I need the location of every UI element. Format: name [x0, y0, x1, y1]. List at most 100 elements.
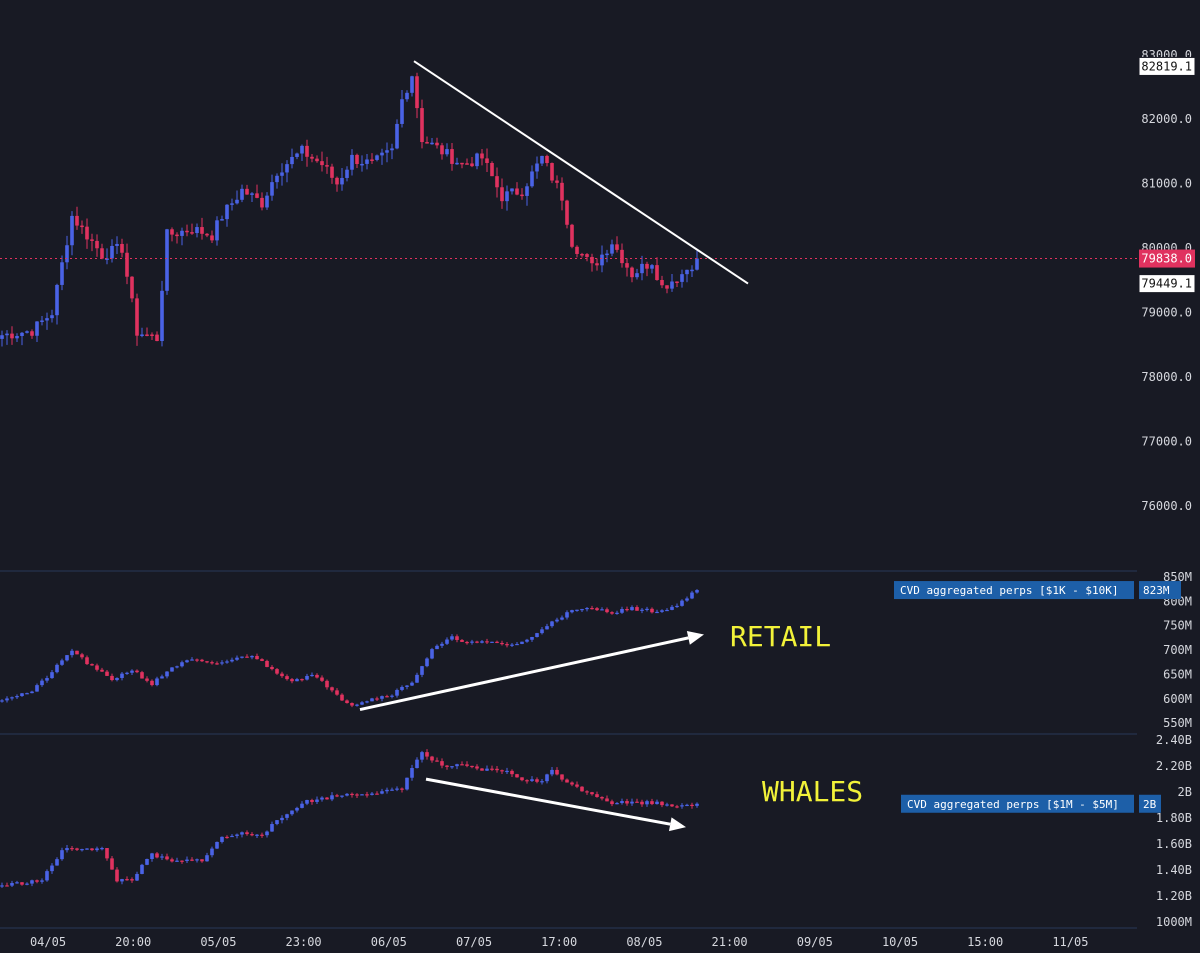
price-candle [640, 263, 644, 274]
price-candle [530, 171, 534, 187]
price-candle [380, 152, 384, 156]
retail-cvd-candle [285, 676, 289, 680]
whale-cvd-candle [325, 797, 329, 800]
retail-cvd-candle [390, 695, 394, 697]
price-candle [285, 164, 289, 173]
price-candle [550, 163, 554, 181]
time-axis-tick: 04/05 [30, 935, 66, 949]
price-candle [190, 232, 194, 234]
retail-cvd-candle [460, 639, 464, 642]
price-y-tick: 81000.0 [1141, 177, 1192, 191]
price-candle [310, 156, 314, 159]
whale-cvd-candle [360, 794, 364, 796]
whale-cvd-candle [600, 796, 604, 799]
price-candle [545, 155, 549, 164]
price-candle [305, 145, 309, 157]
retail-cvd-candle [215, 663, 219, 665]
price-candle [580, 253, 584, 256]
whale-cvd-candle [630, 801, 634, 804]
whale-cvd-candle [670, 804, 674, 807]
retail-cvd-candle [115, 677, 119, 681]
whale-cvd-candle [445, 765, 449, 767]
price-candle [330, 166, 334, 178]
price-candle [265, 195, 269, 208]
whale-cvd-candle [235, 834, 239, 836]
retail-cvd-candle [525, 639, 529, 642]
price-candle [215, 220, 219, 241]
retail-cvd-value: 823M [1143, 584, 1170, 597]
retail-cvd-candle [50, 672, 54, 679]
price-candle [30, 331, 34, 336]
price-candle [420, 108, 424, 143]
whale-cvd-candle [370, 793, 374, 795]
price-candle [165, 229, 169, 291]
retail-cvd-candle [395, 689, 399, 696]
whale-cvd-candle [155, 853, 159, 858]
price-candle [350, 154, 354, 170]
retail-cvd-candle [20, 693, 24, 697]
price-candle [405, 92, 409, 100]
whale-cvd-candle [335, 795, 339, 797]
whale-cvd-candle [250, 834, 254, 836]
whale-cvd-candle [90, 848, 94, 851]
retail-annotation: RETAIL [730, 620, 831, 653]
price-candle [645, 263, 649, 269]
whale-cvd-candle [430, 756, 434, 761]
retail-cvd-y-tick: 600M [1163, 692, 1192, 706]
retail-cvd-candle [90, 664, 94, 666]
whale-cvd-candle [560, 774, 564, 780]
price-label-current-text: 79838.0 [1141, 252, 1192, 266]
price-candle [655, 265, 659, 281]
retail-cvd-candle [480, 641, 484, 643]
retail-cvd-candle [100, 669, 104, 672]
whale-cvd-candle [20, 882, 24, 885]
whale-cvd-candle [30, 880, 34, 884]
whale-cvd-candle [480, 768, 484, 771]
price-candle [535, 163, 539, 172]
price-candle [585, 254, 589, 257]
retail-cvd-candle [475, 641, 479, 643]
retail-cvd-candle [45, 678, 49, 681]
price-candle [345, 169, 349, 178]
retail-cvd-candle [175, 666, 179, 668]
whale-cvd-candle [265, 831, 269, 836]
whale-cvd-candle [540, 781, 544, 783]
retail-cvd-y-tick: 850M [1163, 570, 1192, 584]
retail-cvd-candle [25, 693, 29, 695]
whale-cvd-candle [130, 879, 134, 881]
retail-cvd-candle [340, 694, 344, 701]
whales-annotation: WHALES [762, 775, 863, 808]
time-axis-tick: 09/05 [797, 935, 833, 949]
price-candle [90, 239, 94, 241]
price-candle [440, 145, 444, 155]
price-candle [260, 197, 264, 208]
retail-cvd-candle [380, 696, 384, 699]
whales-arrow-head [668, 817, 686, 832]
retail-cvd-candle [605, 609, 609, 613]
retail-cvd-candle [420, 666, 424, 675]
price-candle [460, 162, 464, 165]
whale-cvd-candle [305, 800, 309, 804]
retail-cvd-candle [510, 644, 514, 646]
retail-cvd-candle [105, 671, 109, 676]
retail-cvd-candle [260, 659, 264, 661]
retail-cvd-candle [415, 674, 419, 683]
whale-cvd-candle [385, 789, 389, 792]
whale-cvd-candle [655, 801, 659, 805]
retail-cvd-candle [330, 687, 334, 691]
retail-cvd-candle [540, 629, 544, 634]
whale-cvd-candle [365, 794, 369, 796]
price-candle [230, 203, 234, 205]
price-candle [80, 225, 84, 228]
retail-cvd-candle [620, 609, 624, 613]
retail-cvd-candle [325, 680, 329, 688]
whale-cvd-candle [165, 856, 169, 860]
retail-cvd-candle [145, 678, 149, 681]
whale-cvd-candle [635, 801, 639, 803]
time-axis-tick: 08/05 [626, 935, 662, 949]
whale-cvd-candle [640, 801, 644, 805]
retail-cvd-candle [645, 608, 649, 611]
whale-cvd-candle [220, 836, 224, 842]
